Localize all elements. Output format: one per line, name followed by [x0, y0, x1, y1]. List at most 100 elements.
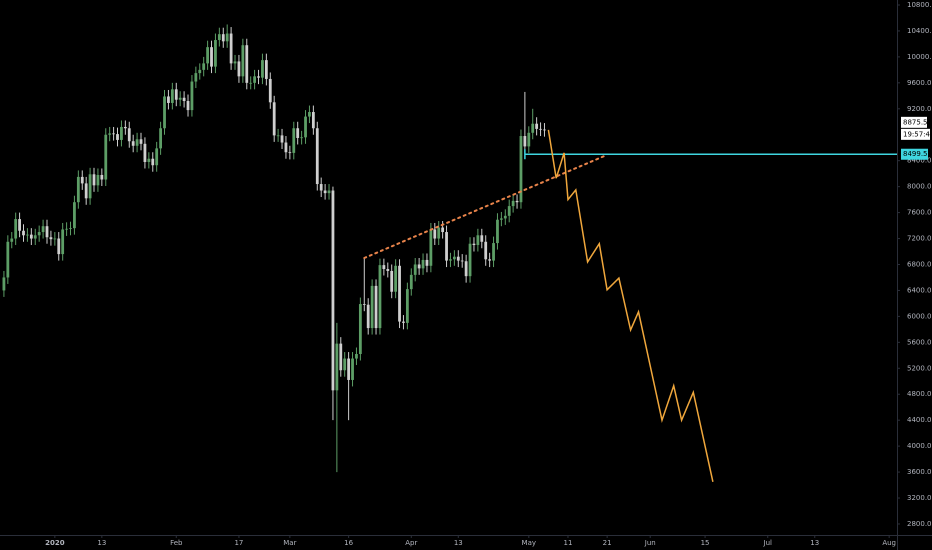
- y-tick-label: 3200.0: [907, 494, 932, 502]
- candle-body: [135, 139, 139, 146]
- candle-body: [449, 259, 452, 261]
- y-tick-label: 4000.0: [907, 442, 932, 450]
- candle-body: [343, 358, 347, 371]
- candle-body: [523, 136, 527, 147]
- candle-body: [507, 206, 511, 216]
- candle-body: [382, 265, 386, 270]
- candle-body: [280, 135, 284, 143]
- candle-body: [288, 152, 292, 154]
- candle-body: [327, 190, 331, 194]
- y-tick-label: 8400.0: [907, 157, 932, 165]
- level-price-label: 8499.5: [903, 150, 928, 158]
- candle-body: [6, 241, 10, 278]
- candle-body: [433, 229, 437, 239]
- candle-body: [402, 321, 405, 323]
- candle-body: [257, 76, 260, 78]
- candle-body: [229, 33, 233, 64]
- candle-body: [429, 229, 433, 266]
- candle-body: [437, 227, 441, 239]
- candle-body: [96, 174, 100, 186]
- candle-body: [339, 343, 343, 371]
- y-tick-label: 3600.0: [907, 468, 932, 476]
- candle-body: [300, 137, 304, 139]
- candle-body: [421, 259, 425, 269]
- candle-body: [304, 116, 307, 138]
- x-tick-label: Apr: [405, 539, 417, 547]
- y-tick-label: 6800.0: [907, 260, 932, 268]
- y-tick-label: 7600.0: [907, 209, 932, 217]
- y-tick-label: 7200.0: [907, 235, 932, 243]
- candle-body: [190, 81, 194, 111]
- y-tick-label: 8000.0: [907, 183, 932, 191]
- last-price-box: [901, 116, 927, 128]
- candle-body: [284, 142, 288, 153]
- x-tick-label: 2020: [45, 539, 65, 547]
- candle-body: [151, 158, 155, 166]
- candle-body: [378, 265, 382, 329]
- candle-body: [398, 265, 401, 322]
- candle-body: [182, 97, 186, 102]
- candle-body: [174, 89, 178, 100]
- candle-body: [535, 123, 539, 129]
- candle-body: [456, 256, 460, 261]
- candle-body: [323, 190, 327, 194]
- candle-body: [108, 133, 112, 135]
- candle-body: [57, 238, 61, 255]
- candle-body: [147, 158, 151, 162]
- candle-body: [123, 126, 127, 129]
- candle-body: [61, 229, 65, 255]
- candle-body: [120, 126, 123, 140]
- candle-body: [29, 234, 33, 239]
- candle-body: [335, 343, 339, 391]
- candle-body: [167, 96, 170, 103]
- last-price-label: 8875.5: [903, 118, 928, 126]
- candle-body: [425, 259, 429, 266]
- candle-body: [358, 304, 362, 355]
- x-tick-label: 17: [234, 539, 243, 547]
- y-tick-label: 4800.0: [907, 390, 932, 398]
- candle-body: [178, 97, 182, 100]
- candle-body: [221, 34, 225, 42]
- candle-body: [2, 277, 6, 291]
- candle-body: [155, 148, 159, 166]
- candle-body: [210, 47, 213, 67]
- candle-body: [92, 174, 96, 186]
- candle-body: [53, 238, 57, 240]
- candle-body: [480, 235, 484, 242]
- candle-body: [276, 135, 280, 137]
- candle-body: [198, 69, 202, 74]
- candle-body: [80, 176, 84, 184]
- y-tick-label: 4400.0: [907, 416, 932, 424]
- candle-body: [503, 215, 507, 219]
- candle-body: [45, 226, 49, 238]
- candle-body: [233, 61, 237, 64]
- candle-body: [543, 129, 546, 131]
- candle-body: [73, 202, 76, 229]
- candle-body: [268, 78, 272, 103]
- candle-body: [499, 218, 503, 220]
- x-tick-label: 13: [810, 539, 819, 547]
- candle-body: [527, 132, 531, 147]
- candle-body: [460, 260, 464, 262]
- candle-body: [225, 33, 229, 42]
- candle-body: [311, 112, 315, 129]
- candle-body: [331, 190, 335, 391]
- candle-body: [18, 219, 21, 231]
- candle-body: [417, 264, 421, 269]
- candle-body: [261, 60, 264, 78]
- candle-body: [76, 176, 80, 203]
- x-tick-label: 13: [97, 539, 106, 547]
- candle-body: [394, 265, 398, 292]
- countdown-box: [901, 128, 930, 140]
- y-tick-label: 6000.0: [907, 312, 932, 320]
- candle-body: [253, 76, 257, 83]
- countdown-label: 19:57:42: [903, 130, 932, 138]
- x-tick-label: 15: [701, 539, 710, 547]
- x-tick-label: Aug: [882, 539, 896, 547]
- candle-body: [405, 289, 409, 323]
- candle-body: [245, 45, 249, 83]
- candle-body: [355, 354, 358, 359]
- candle-body: [14, 219, 18, 239]
- y-tick-label: 10800.0: [907, 1, 932, 9]
